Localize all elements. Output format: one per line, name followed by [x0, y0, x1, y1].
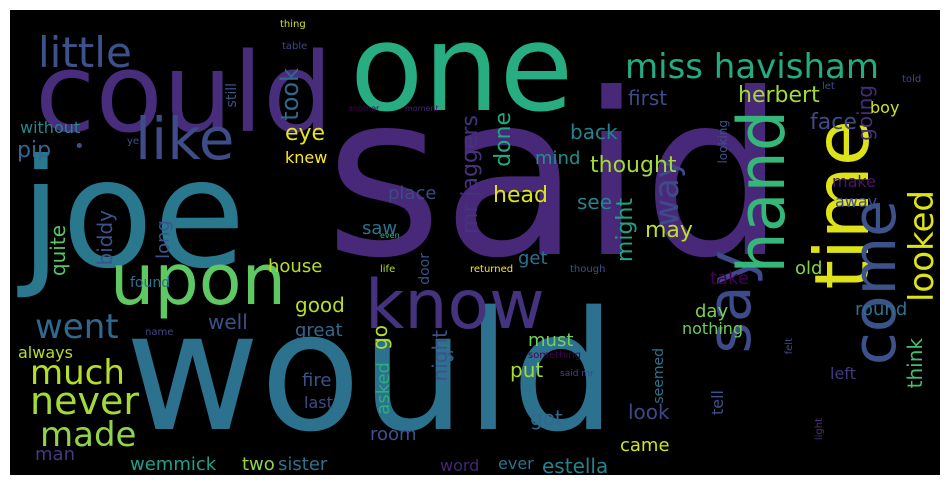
word-hand: hand [725, 110, 800, 274]
word-name: name [145, 327, 174, 338]
word-went: went [35, 307, 119, 347]
word-life: life [380, 264, 396, 275]
word-house: house [268, 256, 323, 277]
word-away: away [835, 192, 878, 211]
word-thing: thing [280, 19, 306, 30]
word-thought: thought [590, 153, 677, 178]
word-done: done [491, 112, 516, 167]
word-never: never [30, 379, 139, 423]
word-think: think [903, 338, 927, 389]
word-wemmick: wemmick [130, 454, 217, 475]
word-still: still [224, 83, 240, 108]
word-nothing: nothing [682, 319, 744, 338]
word-back: back [570, 120, 618, 144]
word-make: make [832, 172, 876, 191]
word-seemed: seemed [651, 348, 667, 404]
word-always: always [18, 343, 73, 362]
word-long: long [153, 220, 174, 259]
word-place: place [388, 183, 437, 204]
word-good: good [295, 293, 345, 317]
word-something: something [528, 350, 581, 361]
word-looking: looking [716, 120, 730, 164]
word-told: told [902, 74, 922, 85]
word-made: made [40, 415, 137, 455]
word-pip-dot: • [74, 136, 85, 157]
word-knew: knew [285, 148, 328, 167]
word-put: put [510, 358, 544, 382]
word-asked: asked [373, 362, 394, 415]
word-cloud: said would one joe could upon know time come say h… [10, 10, 940, 475]
word-herbert: herbert [738, 83, 820, 108]
word-go: go [368, 325, 392, 350]
word-joe: joe [20, 128, 246, 302]
word-returned: returned [470, 264, 514, 275]
word-look: look [628, 400, 670, 424]
word-without: without [20, 118, 81, 137]
word-know: know [365, 266, 545, 345]
word-saw: saw [362, 218, 398, 239]
word-might: might [613, 198, 638, 263]
word-table: table [282, 41, 308, 52]
word-word: word [440, 456, 480, 475]
word-said: said [325, 46, 786, 308]
word-let: let [822, 81, 835, 92]
word-day: day [695, 301, 729, 322]
word-pip: pip [17, 138, 52, 163]
word-fire: fire [302, 370, 332, 391]
word-round: round [855, 299, 908, 320]
word-head: head [493, 183, 548, 208]
word-light: light [814, 418, 825, 441]
word-found: found [130, 275, 171, 291]
word-man: man [35, 444, 75, 465]
word-eye: eye [285, 121, 326, 146]
word-could: could [35, 29, 333, 157]
word-must: must [528, 330, 574, 351]
word-may: may [645, 218, 693, 243]
word-first: first [628, 86, 668, 110]
word-boy: boy [870, 98, 900, 117]
word-another: another [348, 104, 380, 113]
word-two: two [242, 454, 275, 475]
word-came: came [620, 435, 670, 456]
word-door: door [417, 253, 433, 285]
word-old: old [795, 258, 823, 279]
word-much: much [30, 353, 125, 393]
word-one: one [350, 10, 574, 139]
word-s: s [445, 345, 455, 366]
word-even: even [380, 231, 400, 240]
word-sister: sister [278, 454, 328, 475]
word-said-mr: said mr [560, 369, 594, 379]
word-see: see [577, 190, 613, 214]
word-like: like [135, 105, 235, 173]
word-felt: felt [784, 338, 795, 355]
word-great: great [295, 320, 343, 341]
word-mind: mind [535, 148, 581, 169]
word-left: left [830, 364, 856, 383]
word-tell: tell [708, 390, 727, 416]
word-got: got [530, 406, 563, 430]
word-quite: quite [46, 225, 70, 277]
word-though: though [570, 264, 606, 275]
word-room: room [370, 424, 417, 445]
word-took: took [276, 68, 304, 121]
word-mr-jaggers: mr jaggers [458, 115, 483, 235]
word-come: come [840, 200, 910, 366]
word-looked: looked [902, 190, 940, 303]
word-ever: ever [498, 454, 534, 473]
word-miss-havisham: miss havisham [625, 47, 879, 87]
word-last: last [304, 393, 333, 412]
word-take: take [710, 268, 749, 289]
word-get: get [518, 248, 548, 269]
word-biddy: biddy [93, 210, 117, 266]
word-ye: ye [127, 136, 140, 147]
word-well: well [208, 310, 248, 334]
word-upon: upon [110, 239, 286, 321]
word-face: face [810, 110, 857, 135]
word-estella: estella [542, 454, 609, 475]
word-moment: moment [405, 104, 439, 113]
word-would: would [125, 276, 617, 468]
word-little: little [38, 28, 132, 77]
